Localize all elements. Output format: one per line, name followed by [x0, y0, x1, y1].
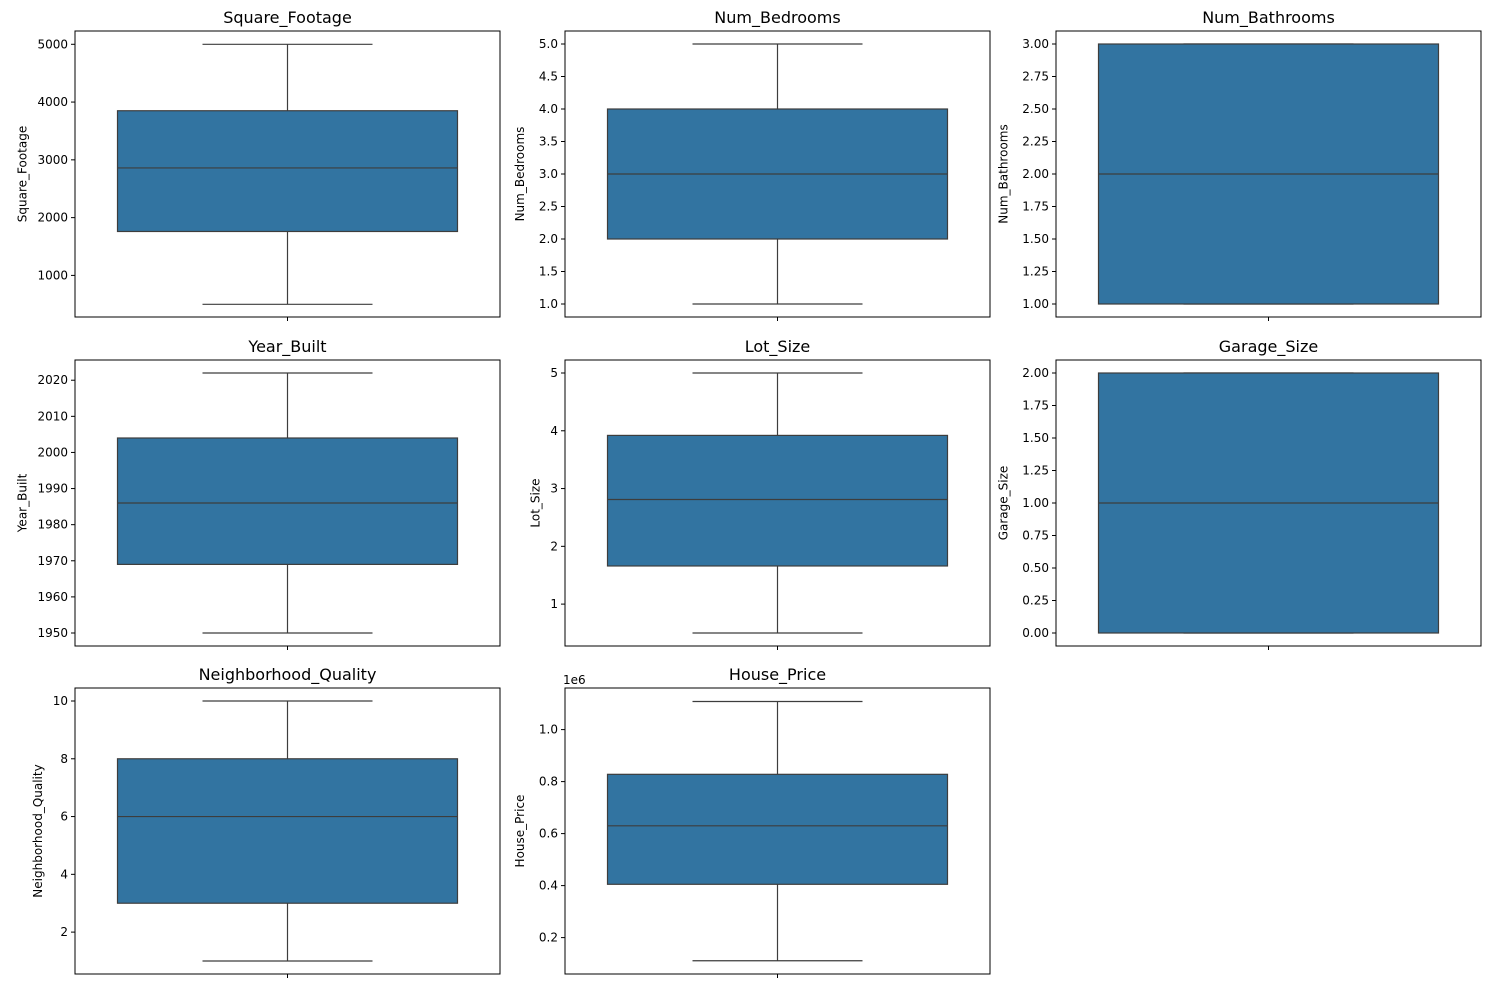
iqr-box: [606, 773, 949, 885]
y-tick-label: 6: [60, 810, 68, 824]
y-tick-label: 0.00: [1022, 626, 1049, 640]
y-tick-label: 0.6: [539, 827, 558, 841]
y-axis-label: House_Price: [513, 795, 527, 868]
chart-title: Year_Built: [247, 337, 326, 357]
y-tick-label: 3.00: [1022, 37, 1049, 51]
y-tick-label: 1.25: [1022, 464, 1049, 478]
y-tick-label: 0.50: [1022, 561, 1049, 575]
y-tick-label: 4: [60, 867, 68, 881]
y-tick-label: 1990: [37, 482, 68, 496]
y-tick-label: 1.25: [1022, 265, 1049, 279]
y-axis-label: Num_Bedrooms: [513, 127, 527, 222]
y-tick-label: 5: [550, 366, 558, 380]
y-tick-label: 2.00: [1022, 167, 1049, 181]
y-axis-label: Year_Built: [16, 473, 30, 533]
y-tick-label: 4: [550, 424, 558, 438]
chart-panel: Square_Footage 1000 2000 3000 4000 5000 Square…: [16, 8, 501, 321]
y-tick-label: 1.5: [539, 265, 558, 279]
y-tick-label: 4.0: [539, 102, 558, 116]
y-axis-label: Garage_Size: [997, 466, 1011, 541]
y-tick-label: 5000: [37, 37, 68, 51]
y-tick-label: 5.0: [539, 37, 558, 51]
y-tick-label: 2.5: [539, 200, 558, 214]
chart-panel: Year_Built 1950 1960 1970 1980 1990 2000 2010 20…: [16, 337, 501, 650]
y-tick-label: 1.0: [539, 723, 558, 737]
y-tick-label: 2.25: [1022, 135, 1049, 149]
chart-title: Garage_Size: [1219, 337, 1318, 357]
y-tick-label: 2: [550, 539, 558, 553]
y-tick-label: 1000: [37, 268, 68, 282]
axis-offset-label: 1e6: [563, 673, 586, 687]
iqr-box: [116, 437, 459, 565]
y-tick-label: 0.25: [1022, 594, 1049, 608]
y-axis-label: Lot_Size: [528, 478, 542, 527]
axes-frame: [74, 687, 501, 975]
y-tick-label: 2010: [37, 409, 68, 423]
iqr-box: [606, 434, 949, 567]
y-tick-label: 4.5: [539, 70, 558, 84]
y-tick-label: 8: [60, 752, 68, 766]
y-tick-label: 1.50: [1022, 232, 1049, 246]
y-axis-label: Num_Bathrooms: [997, 124, 1011, 223]
axes-frame: [74, 359, 501, 647]
iqr-box: [116, 110, 459, 233]
y-tick-label: 1950: [37, 626, 68, 640]
y-tick-label: 2.50: [1022, 102, 1049, 116]
y-tick-label: 0.75: [1022, 529, 1049, 543]
chart-title: House_Price: [729, 665, 826, 685]
chart-title: Num_Bathrooms: [1202, 8, 1335, 28]
y-tick-label: 1.00: [1022, 297, 1049, 311]
y-tick-label: 2000: [37, 211, 68, 225]
iqr-box: [116, 758, 459, 904]
chart-title: Num_Bedrooms: [714, 8, 840, 28]
chart-panel: Num_Bathrooms 1.00 1.25 1.50 1.75 2.00 2.25 2.5…: [997, 8, 1482, 321]
y-tick-label: 3: [550, 482, 558, 496]
y-tick-label: 2000: [37, 445, 68, 459]
axes-frame: [564, 30, 991, 318]
y-tick-label: 1.0: [539, 297, 558, 311]
y-tick-label: 0.8: [539, 775, 558, 789]
y-tick-label: 3000: [37, 153, 68, 167]
axes-frame: [564, 687, 991, 975]
y-tick-label: 1: [550, 597, 558, 611]
y-axis-label: Square_Footage: [16, 126, 30, 222]
axes-frame: [564, 359, 991, 647]
y-tick-label: 3.0: [539, 167, 558, 181]
y-tick-label: 1960: [37, 590, 68, 604]
y-tick-label: 1.00: [1022, 496, 1049, 510]
y-tick-label: 2.75: [1022, 70, 1049, 84]
y-tick-label: 4000: [37, 95, 68, 109]
y-tick-label: 0.2: [539, 931, 558, 945]
y-tick-label: 1970: [37, 554, 68, 568]
y-tick-label: 3.5: [539, 135, 558, 149]
y-tick-label: 1.50: [1022, 431, 1049, 445]
chart-panel: Num_Bedrooms 1.0 1.5 2.0 2.5 3.0 3.5 4.0 4.5 5.0 N…: [513, 8, 991, 321]
axes-frame: [1055, 359, 1482, 647]
y-axis-label: Neighborhood_Quality: [31, 764, 45, 897]
y-tick-label: 10: [53, 694, 68, 708]
y-tick-label: 1980: [37, 518, 68, 532]
chart-title: Square_Footage: [223, 8, 352, 28]
y-tick-label: 2.0: [539, 232, 558, 246]
y-tick-label: 2020: [37, 373, 68, 387]
chart-panel: Garage_Size 0.00 0.25 0.50 0.75 1.00 1.25 1.50 1…: [997, 337, 1482, 650]
chart-panel: House_Price 0.2 0.4 0.6 0.8 1.0 House_Price 1e6: [513, 665, 991, 978]
axes-frame: [1055, 30, 1482, 318]
chart-title: Neighborhood_Quality: [199, 665, 377, 685]
y-tick-label: 0.4: [539, 879, 558, 893]
chart-title: Lot_Size: [745, 337, 811, 357]
chart-panel: Lot_Size 1 2 3 4 5 Lot_Size: [528, 337, 991, 650]
chart-panel: Neighborhood_Quality 2 4 6 8 10 Neighborhood_Q…: [31, 665, 501, 978]
y-tick-label: 1.75: [1022, 200, 1049, 214]
axes-frame: [74, 30, 501, 318]
y-tick-label: 1.75: [1022, 399, 1049, 413]
y-tick-label: 2.00: [1022, 366, 1049, 380]
y-tick-label: 2: [60, 925, 68, 939]
